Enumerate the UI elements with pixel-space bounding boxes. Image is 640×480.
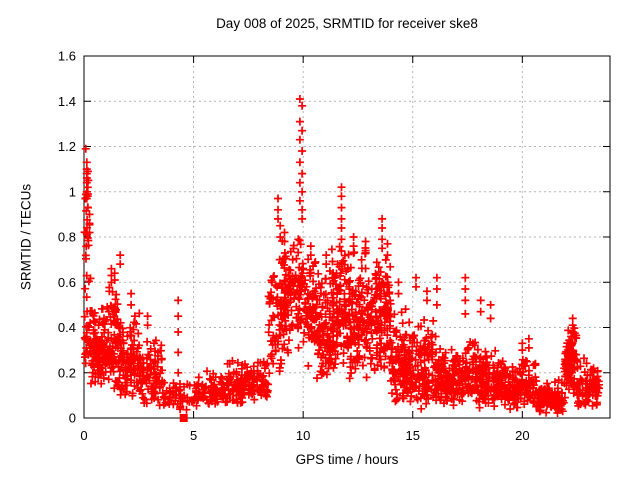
y-tick-label: 0.4: [58, 320, 76, 335]
x-axis-label: GPS time / hours: [295, 452, 399, 467]
x-tick-label: 0: [80, 428, 87, 443]
y-tick-label: 0.6: [58, 275, 76, 290]
y-tick-label: 0.2: [58, 365, 76, 380]
scatter-plus-markers: [80, 95, 603, 417]
x-tick-label: 10: [296, 428, 310, 443]
chart-title: Day 008 of 2025, SRMTID for receiver ske…: [216, 16, 478, 31]
x-tick-label: 15: [406, 428, 420, 443]
y-axis-label: SRMTID / TECUs: [18, 183, 34, 291]
y-tick-label: 1: [69, 184, 76, 199]
x-tick-label: 20: [515, 428, 529, 443]
y-tick-label: 1.4: [58, 94, 76, 109]
flagged-square-marker: [179, 414, 188, 422]
y-tick-label: 0: [69, 411, 76, 426]
y-tick-label: 1.2: [58, 139, 76, 154]
x-tick-label: 5: [190, 428, 197, 443]
y-tick-label: 0.8: [58, 230, 76, 245]
y-tick-label: 1.6: [58, 49, 76, 64]
